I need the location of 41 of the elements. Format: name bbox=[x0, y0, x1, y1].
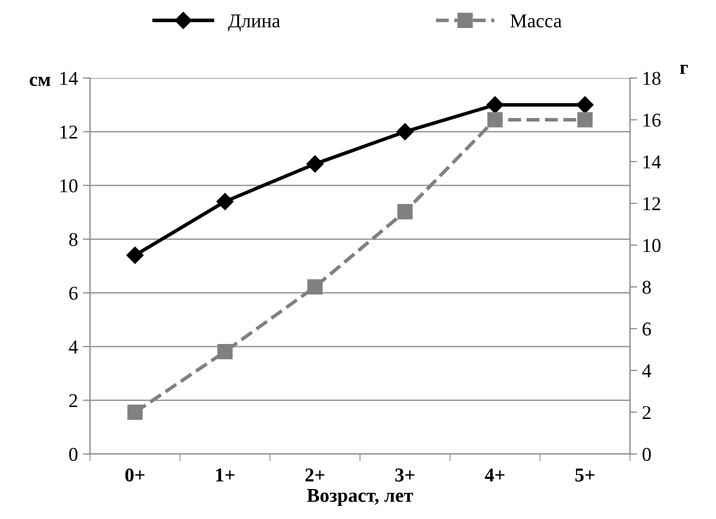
x-tick-label: 0+ bbox=[125, 468, 144, 482]
y2-tick-label: 6 bbox=[642, 322, 651, 336]
y2-tick-label: 12 bbox=[644, 197, 660, 210]
y-tick-label: 14 bbox=[60, 72, 78, 85]
point bbox=[307, 279, 323, 295]
legend-label: Длина bbox=[228, 14, 280, 32]
point bbox=[217, 344, 233, 360]
y-axis-title: см bbox=[30, 76, 50, 86]
y-tick-label: 0 bbox=[69, 448, 78, 461]
y2-tick-label: 16 bbox=[644, 114, 661, 127]
point bbox=[127, 404, 143, 420]
x-tick-label: 3+ bbox=[395, 468, 414, 482]
point bbox=[576, 96, 594, 114]
y-tick-label: 10 bbox=[60, 179, 78, 192]
y2-tick-label: 14 bbox=[644, 155, 661, 168]
x-tick-label: 4+ bbox=[484, 468, 504, 482]
y-tick-label: 8 bbox=[69, 232, 78, 246]
point bbox=[487, 112, 503, 128]
y2-tick-label: 8 bbox=[642, 280, 651, 294]
y2-tick-label: 4 bbox=[642, 364, 652, 378]
legend-label: Масса bbox=[510, 14, 562, 28]
y-tick-label: 2 bbox=[69, 394, 78, 408]
point bbox=[397, 204, 413, 220]
y2-tick-label: 0 bbox=[642, 448, 651, 461]
x-tick-label: 5+ bbox=[575, 468, 594, 482]
y2-tick-label: 10 bbox=[644, 238, 661, 252]
point bbox=[577, 112, 593, 128]
y2-tick-label: 18 bbox=[644, 72, 661, 85]
y-tick-label: 6 bbox=[69, 286, 78, 300]
y-tick-label: 4 bbox=[68, 340, 78, 354]
point bbox=[126, 246, 144, 264]
y2-axis-title: г bbox=[680, 64, 688, 74]
y-tick-label: 12 bbox=[60, 126, 78, 138]
x-axis-title: Возраст, лет bbox=[307, 489, 414, 506]
point bbox=[216, 192, 234, 210]
point bbox=[396, 123, 414, 140]
x-tick-label: 2+ bbox=[305, 468, 324, 482]
y2-tick-label: 2 bbox=[642, 406, 650, 419]
point bbox=[306, 155, 324, 172]
point bbox=[486, 96, 504, 114]
x-tick-label: 1+ bbox=[216, 468, 234, 482]
